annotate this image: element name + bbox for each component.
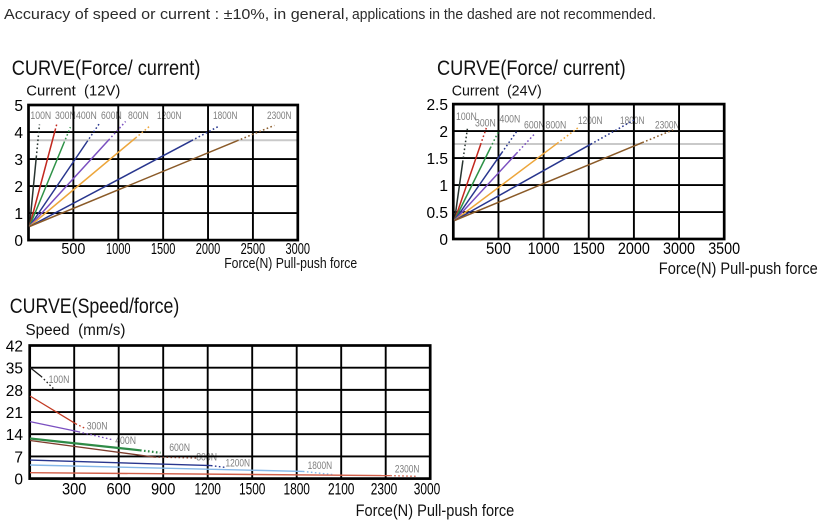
svg-text:4: 4 (14, 125, 23, 142)
svg-text:1000: 1000 (106, 241, 131, 258)
svg-text:400N: 400N (115, 435, 136, 447)
svg-text:600N: 600N (524, 120, 545, 132)
svg-text:1800N: 1800N (213, 110, 238, 122)
svg-text:2300: 2300 (371, 480, 398, 499)
svg-text:Speed (mm/s): Speed (mm/s) (26, 322, 126, 339)
svg-text:35: 35 (6, 361, 23, 378)
svg-text:3500: 3500 (708, 240, 740, 258)
svg-text:Force(N) Pull-push force: Force(N) Pull-push force (356, 502, 515, 520)
svg-text:Current (24V): Current (24V) (452, 83, 542, 99)
svg-text:1800N: 1800N (620, 115, 645, 127)
svg-text:300N: 300N (87, 421, 108, 433)
svg-text:1500: 1500 (151, 241, 176, 258)
svg-text:300N: 300N (475, 118, 496, 130)
svg-text:800N: 800N (128, 110, 149, 122)
svg-text:3: 3 (14, 152, 23, 169)
svg-text:Current (12V): Current (12V) (26, 83, 120, 99)
svg-text:500: 500 (61, 241, 85, 258)
svg-text:1: 1 (14, 206, 23, 223)
svg-text:1200N: 1200N (157, 110, 182, 122)
svg-text:1800N: 1800N (308, 460, 333, 472)
svg-text:1.5: 1.5 (426, 151, 448, 168)
svg-text:2100: 2100 (328, 480, 355, 499)
svg-text:400N: 400N (76, 110, 97, 122)
svg-text:500: 500 (486, 240, 511, 258)
svg-text:2000: 2000 (196, 241, 221, 258)
svg-text:1200: 1200 (194, 480, 221, 499)
svg-text:Force(N) Pull-push force: Force(N) Pull-push force (224, 256, 357, 272)
svg-text:2.5: 2.5 (426, 97, 448, 114)
svg-text:7: 7 (14, 449, 23, 466)
svg-text:0.5: 0.5 (426, 205, 448, 222)
svg-text:1200N: 1200N (578, 115, 603, 127)
svg-text:800N: 800N (196, 452, 217, 464)
svg-text:42: 42 (6, 339, 23, 356)
svg-text:3000: 3000 (414, 480, 441, 499)
svg-text:400N: 400N (500, 114, 521, 126)
svg-text:14: 14 (6, 427, 24, 444)
svg-text:100N: 100N (49, 374, 70, 386)
svg-text:2000: 2000 (618, 240, 650, 258)
svg-text:1200N: 1200N (226, 458, 251, 470)
svg-text:1800: 1800 (283, 480, 310, 499)
svg-text:2300N: 2300N (267, 110, 292, 122)
svg-text:600: 600 (106, 480, 131, 499)
svg-text:2: 2 (439, 124, 448, 141)
svg-text:1500: 1500 (573, 240, 605, 258)
svg-text:Force(N) Pull-push force: Force(N) Pull-push force (659, 260, 818, 278)
svg-text:600N: 600N (101, 110, 122, 122)
svg-text:2500: 2500 (241, 241, 266, 258)
svg-text:100N: 100N (30, 110, 51, 122)
svg-text:600N: 600N (169, 442, 190, 454)
svg-text:Accuracy of speed or current :: Accuracy of speed or current : ±10%, in … (4, 6, 349, 23)
svg-text:applications in the dashed are: applications in the dashed are not recom… (352, 6, 656, 23)
svg-text:CURVE(Force/ current): CURVE(Force/ current) (437, 57, 626, 80)
svg-text:3000: 3000 (286, 241, 311, 258)
svg-text:CURVE(Speed/force): CURVE(Speed/force) (10, 295, 180, 318)
svg-text:1500: 1500 (239, 480, 266, 499)
svg-text:5: 5 (14, 98, 23, 115)
svg-text:2300N: 2300N (655, 120, 680, 132)
svg-text:3000: 3000 (663, 240, 695, 258)
svg-text:300: 300 (62, 480, 87, 499)
svg-text:1: 1 (439, 178, 448, 195)
svg-text:28: 28 (6, 383, 23, 400)
svg-text:900: 900 (151, 480, 176, 499)
svg-text:CURVE(Force/ current): CURVE(Force/ current) (12, 57, 201, 80)
svg-text:1000: 1000 (528, 240, 560, 258)
svg-text:800N: 800N (546, 120, 567, 132)
svg-text:0: 0 (14, 233, 23, 250)
svg-text:2: 2 (14, 179, 23, 196)
svg-text:2300N: 2300N (395, 463, 420, 475)
svg-text:0: 0 (14, 472, 23, 489)
svg-text:100N: 100N (456, 111, 477, 123)
svg-text:0: 0 (439, 232, 448, 249)
svg-text:300N: 300N (55, 110, 76, 122)
svg-text:21: 21 (6, 405, 23, 422)
